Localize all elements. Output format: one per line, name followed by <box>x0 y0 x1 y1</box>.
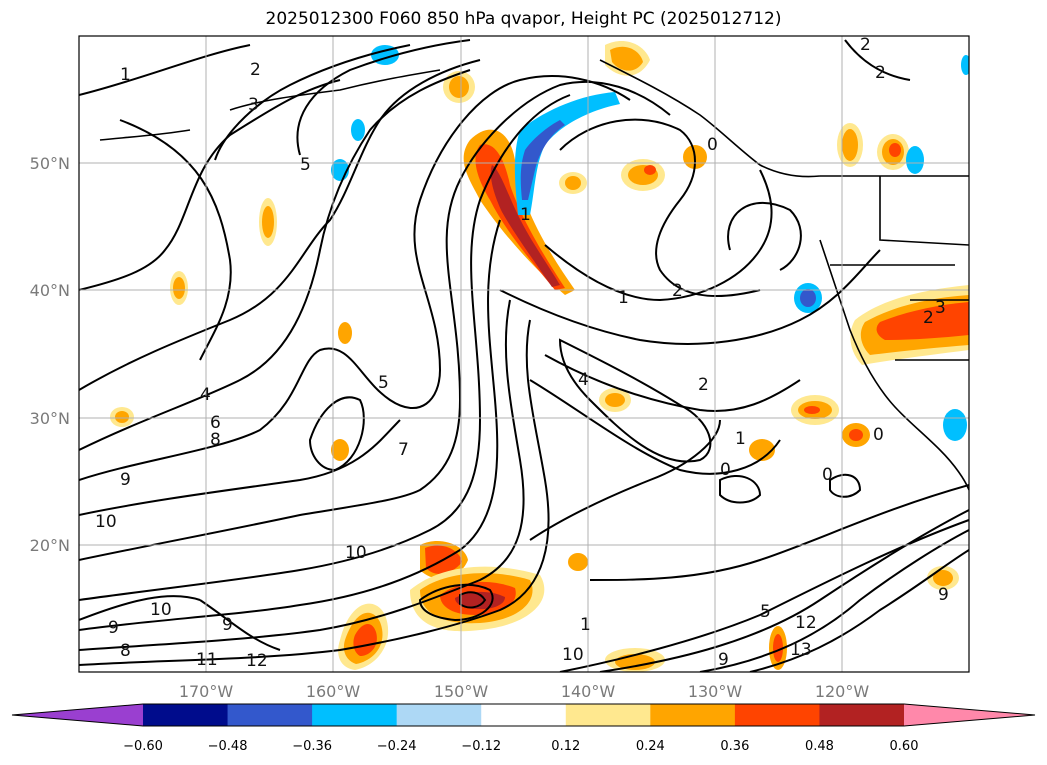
contour-label: 3 <box>935 298 946 318</box>
colorbar-cell <box>312 704 398 726</box>
lat-tick-label: 30°N <box>30 409 70 428</box>
contour-label: 9 <box>222 615 233 635</box>
contour-label: 2 <box>250 60 261 80</box>
contour-label: 8 <box>210 430 221 450</box>
contour-label: 0 <box>822 465 833 485</box>
contour-label: 1 <box>580 615 591 635</box>
contour-label: 2 <box>698 375 709 395</box>
lon-tick-labels: 170°W 160°W 150°W 140°W 130°W 120°W <box>179 682 870 701</box>
contour-label: 3 <box>248 95 259 115</box>
contour-label: 6 <box>210 413 221 433</box>
lon-tick-label: 150°W <box>434 682 489 701</box>
lat-tick-label: 50°N <box>30 154 70 173</box>
lat-tick-labels: 50°N 40°N 30°N 20°N <box>30 154 70 555</box>
lon-tick-label: 170°W <box>179 682 234 701</box>
lat-tick-label: 20°N <box>30 536 70 555</box>
contour-label: 4 <box>200 385 211 405</box>
contour-label: 12 <box>795 613 817 633</box>
anomaly-negative-band <box>514 92 620 215</box>
colorbar-label: 0.36 <box>720 739 749 754</box>
contour-label: 10 <box>95 512 117 532</box>
contour-label: 7 <box>398 440 409 460</box>
colorbar-label: −0.12 <box>461 739 501 754</box>
lon-tick-label: 160°W <box>306 682 361 701</box>
colorbar-label: 0.24 <box>636 739 665 754</box>
colorbar-cell <box>734 704 820 726</box>
colorbar-cell <box>481 704 567 726</box>
colorbar-label: 0.12 <box>551 739 580 754</box>
contour-label: 2 <box>672 281 683 301</box>
contour-label: 9 <box>718 650 729 670</box>
gridlines <box>79 36 969 672</box>
contour-label: 11 <box>196 650 218 670</box>
contour-label: 10 <box>562 645 584 665</box>
colorbar-cell <box>227 704 313 726</box>
contour-label: 0 <box>873 425 884 445</box>
contour-label: 10 <box>345 543 367 563</box>
colorbar-cell <box>143 704 229 726</box>
lon-tick-label: 120°W <box>815 682 870 701</box>
contour-label: 5 <box>760 602 771 622</box>
contour-label: 9 <box>108 618 119 638</box>
contour-label: 0 <box>707 135 718 155</box>
contour-label: 5 <box>378 373 389 393</box>
lat-tick-label: 40°N <box>30 281 70 300</box>
colorbar-label: −0.36 <box>292 739 332 754</box>
contour-label: 12 <box>246 651 268 671</box>
lon-tick-label: 130°W <box>688 682 743 701</box>
colorbar-extend-low <box>12 704 143 726</box>
colorbar: −0.60 −0.48 −0.36 −0.24 −0.12 0.12 0.24 0.36 0.4… <box>11 703 1036 754</box>
coastlines <box>99 59 969 491</box>
colorbar-label: 0.60 <box>890 739 919 754</box>
map-title: 2025012300 F060 850 hPa qvapor, Height P… <box>265 9 782 29</box>
colorbar-label: −0.48 <box>208 739 248 754</box>
colorbar-label: −0.60 <box>123 739 163 754</box>
shading-layer <box>110 40 969 672</box>
colorbar-extend-high <box>904 704 1035 726</box>
contour-label: 1 <box>520 205 531 225</box>
colorbar-cell <box>565 704 651 726</box>
colorbar-cell <box>650 704 736 726</box>
contour-label: 1 <box>735 429 746 449</box>
contour-label: 1 <box>120 65 131 85</box>
contour-label: 2 <box>860 35 871 55</box>
colorbar-cell <box>819 704 905 726</box>
contour-label: 8 <box>120 641 131 661</box>
plot-frame <box>78 35 970 673</box>
lon-tick-label: 140°W <box>561 682 616 701</box>
contour-label: 9 <box>938 585 949 605</box>
contour-label: 9 <box>120 470 131 490</box>
contour-label: 5 <box>300 155 311 175</box>
contour-label: 10 <box>150 600 172 620</box>
contour-label: 2 <box>875 63 886 83</box>
colorbar-label: −0.24 <box>377 739 417 754</box>
contour-labels: 1 2 3 5 4 6 8 9 10 5 7 10 10 9 8 9 11 12… <box>95 35 949 671</box>
colorbar-cell <box>396 704 482 726</box>
colorbar-label: 0.48 <box>805 739 834 754</box>
contour-label: 2 <box>923 308 934 328</box>
contour-label: 0 <box>720 460 731 480</box>
contour-label: 13 <box>790 640 812 660</box>
contour-label: 4 <box>578 370 589 390</box>
contour-label: 1 <box>618 288 629 308</box>
